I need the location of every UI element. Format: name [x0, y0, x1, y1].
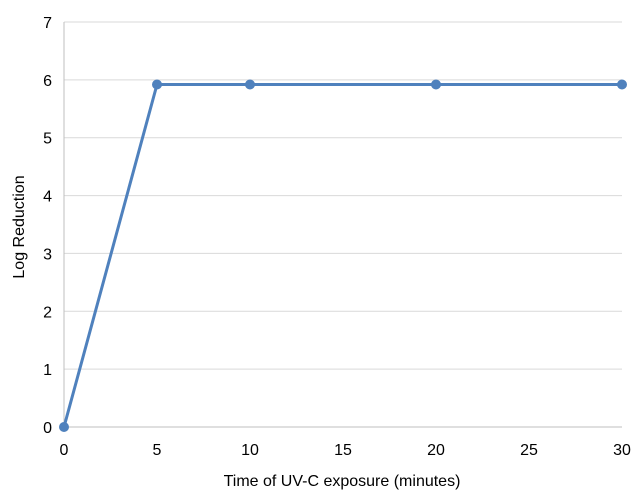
- x-tick-label: 0: [60, 442, 69, 459]
- axes: [63, 22, 622, 428]
- x-tick-label: 25: [520, 442, 538, 459]
- x-tick-labels: 0 5 10 15 20 25 30: [60, 442, 631, 459]
- x-tick-label: 10: [241, 442, 259, 459]
- y-tick-label: 0: [43, 420, 52, 437]
- series: [59, 79, 627, 432]
- data-point: [59, 422, 69, 432]
- grid: [64, 21, 622, 370]
- x-tick-label: 5: [153, 442, 162, 459]
- y-axis-title: Log Reduction: [11, 175, 28, 278]
- x-tick-label: 20: [427, 442, 445, 459]
- y-tick-label: 1: [43, 362, 52, 379]
- y-tick-label: 4: [43, 189, 52, 206]
- y-tick-label: 7: [43, 15, 52, 32]
- y-tick-label: 3: [43, 246, 52, 263]
- y-tick-label: 2: [43, 304, 52, 321]
- data-point: [431, 79, 441, 90]
- y-tick-labels: 0 1 2 3 4 5 6 7: [43, 15, 52, 437]
- x-tick-label: 30: [613, 442, 631, 459]
- data-point: [245, 79, 255, 90]
- data-point: [617, 79, 627, 90]
- data-point: [152, 79, 162, 90]
- x-axis-title: Time of UV-C exposure (minutes): [224, 473, 461, 490]
- x-tick-label: 15: [334, 442, 352, 459]
- y-tick-label: 6: [43, 73, 52, 90]
- series-line: [62, 82, 622, 428]
- y-tick-label: 5: [43, 131, 52, 148]
